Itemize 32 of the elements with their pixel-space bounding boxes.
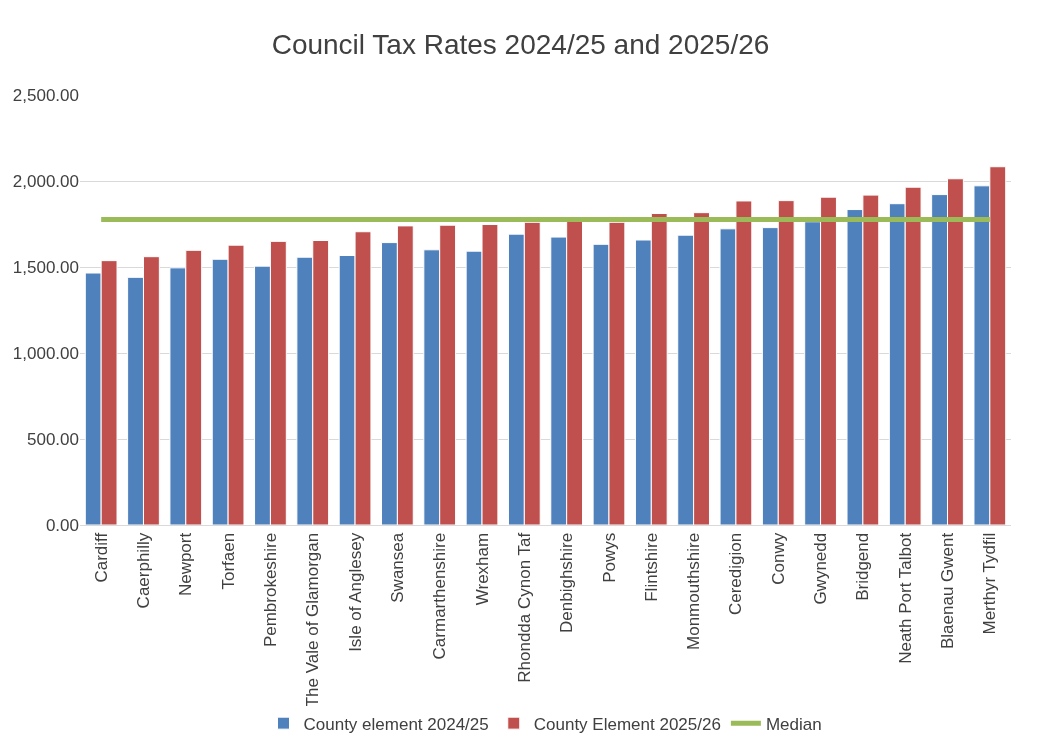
- y-tick-label: 500.00: [27, 429, 79, 449]
- x-tick-label: Torfaen: [218, 532, 238, 590]
- x-tick-label: Conwy: [768, 532, 788, 585]
- y-tick-label: 0.00: [45, 515, 79, 535]
- x-tick-label: Bridgend: [853, 532, 873, 601]
- y-tick-label: 2,500.00: [12, 85, 79, 105]
- x-tick-label: Neath Port Talbot: [895, 532, 915, 664]
- legend-label: County Element 2025/26: [533, 714, 721, 734]
- x-tick-label: Wrexham: [472, 532, 492, 606]
- chart-title: Council Tax Rates 2024/25 and 2025/26: [271, 28, 770, 60]
- x-tick-label: Cardiff: [91, 532, 111, 583]
- legend-label: County element 2024/25: [303, 714, 489, 734]
- x-tick-label: Carmarthenshire: [430, 532, 450, 660]
- x-tick-label: Ceredigion: [726, 532, 746, 616]
- x-tick-label: Caerphilly: [134, 532, 153, 609]
- x-tick-label: Swansea: [387, 532, 407, 603]
- x-tick-label: Isle of Anglesey: [345, 532, 365, 652]
- x-tick-label: Blaenau Gwent: [938, 532, 958, 650]
- x-tick-label: The Vale of Glamorgan: [303, 532, 323, 708]
- x-tick-label: Powys: [599, 532, 619, 583]
- x-tick-label: Denbighshire: [557, 532, 577, 633]
- y-tick-label: 1,500.00: [12, 257, 79, 277]
- x-tick-label: Flintshire: [641, 532, 661, 602]
- x-tick-label: Newport: [176, 532, 196, 597]
- y-tick-label: 1,000.00: [12, 343, 79, 363]
- x-tick-label: Pembrokeshire: [260, 532, 280, 648]
- legend-label: Median: [765, 714, 822, 734]
- x-tick-label: Gwynedd: [811, 532, 831, 605]
- x-tick-label: Monmouthshire: [684, 532, 704, 650]
- x-tick-label: Merthyr Tydfil: [980, 532, 1000, 635]
- y-tick-label: 2,000.00: [12, 171, 79, 191]
- x-tick-label: Rhondda Cynon Taf: [514, 532, 534, 683]
